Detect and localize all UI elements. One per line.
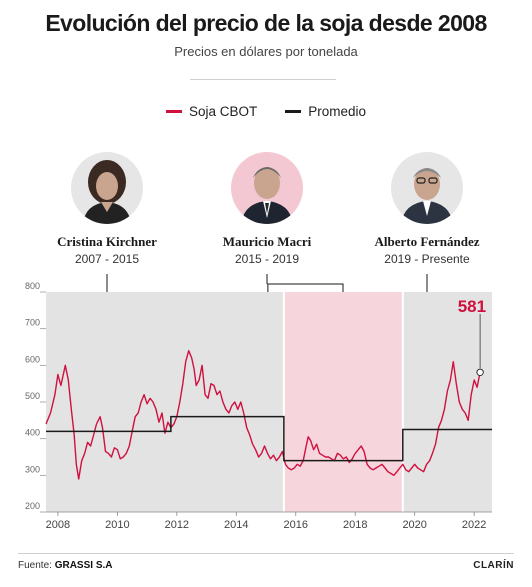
leader-term-kirchner: 2007 - 2015	[74, 252, 140, 266]
y-tick-label-200: 200	[25, 501, 40, 511]
leader-name-fernandez: Alberto Fernández	[374, 234, 480, 249]
y-tick-label-400: 400	[25, 428, 40, 438]
period-shade-1	[283, 292, 403, 512]
legend-swatch-soja	[165, 110, 182, 113]
x-tick-label-2014: 2014	[224, 519, 248, 531]
leader-term-macri: 2015 - 2019	[234, 252, 300, 266]
y-tick-label-700: 700	[25, 318, 40, 328]
legend-item-soja: Soja CBOT	[165, 104, 258, 119]
x-tick-label-2022: 2022	[462, 519, 486, 531]
bracket-arm-1	[267, 283, 344, 292]
legend-item-promedio: Promedio	[285, 104, 366, 119]
x-tick-label-2018: 2018	[343, 519, 367, 531]
chart-subtitle: Precios en dólares por tonelada	[174, 44, 358, 59]
period-shade-2	[402, 292, 492, 512]
y-axis: 200 300 400 500 600 700 800	[25, 281, 46, 513]
legend: Soja CBOT Promedio	[0, 104, 532, 119]
annotations: 581	[458, 297, 486, 377]
x-tick-label-2008: 2008	[46, 519, 70, 531]
x-tick-label-2012: 2012	[165, 519, 189, 531]
leader-name-kirchner: Cristina Kirchner	[57, 234, 157, 249]
annotation-label-0: 581	[458, 297, 486, 316]
brand-logo: CLARÍN	[473, 560, 514, 571]
x-tick-label-2010: 2010	[105, 519, 129, 531]
y-tick-label-500: 500	[25, 391, 40, 401]
portrait-kirchner-icon	[83, 160, 131, 224]
period-shade-0	[46, 292, 284, 512]
legend-swatch-promedio	[285, 110, 302, 113]
portrait-macri-icon	[241, 167, 293, 224]
chart-title: Evolución del precio de la soja desde 20…	[45, 10, 487, 36]
source-note: Fuente: GRASSI S.A	[18, 560, 113, 571]
portrait-kirchner	[71, 152, 143, 224]
y-tick-label-800: 800	[25, 281, 40, 291]
annotation-marker-0	[476, 368, 484, 377]
title-divider	[190, 79, 336, 80]
y-tick-label-600: 600	[25, 354, 40, 364]
x-axis: 2008 2010 2012 2014 2016 2018 2020 2022	[46, 511, 492, 531]
series-promedio	[46, 415, 492, 462]
source-name: GRASSI S.A	[54, 560, 113, 571]
portrait-fernandez-icon	[401, 168, 453, 224]
period-shades	[46, 292, 492, 512]
footer-divider	[18, 553, 514, 554]
period-brackets	[106, 274, 428, 292]
leader-term-fernandez: 2019 - Presente	[384, 252, 470, 266]
series-lines	[45, 349, 492, 480]
x-tick-label-2016: 2016	[284, 519, 308, 531]
portrait-macri	[231, 152, 303, 224]
legend-label-soja: Soja CBOT	[188, 104, 258, 119]
source-prefix: Fuente:	[18, 560, 55, 571]
x-tick-label-2020: 2020	[402, 519, 426, 531]
legend-label-promedio: Promedio	[308, 104, 367, 119]
portrait-fernandez	[391, 152, 463, 224]
series-soja-cbot	[45, 349, 481, 480]
leader-name-macri: Mauricio Macri	[222, 234, 312, 249]
y-tick-label-300: 300	[25, 464, 40, 474]
